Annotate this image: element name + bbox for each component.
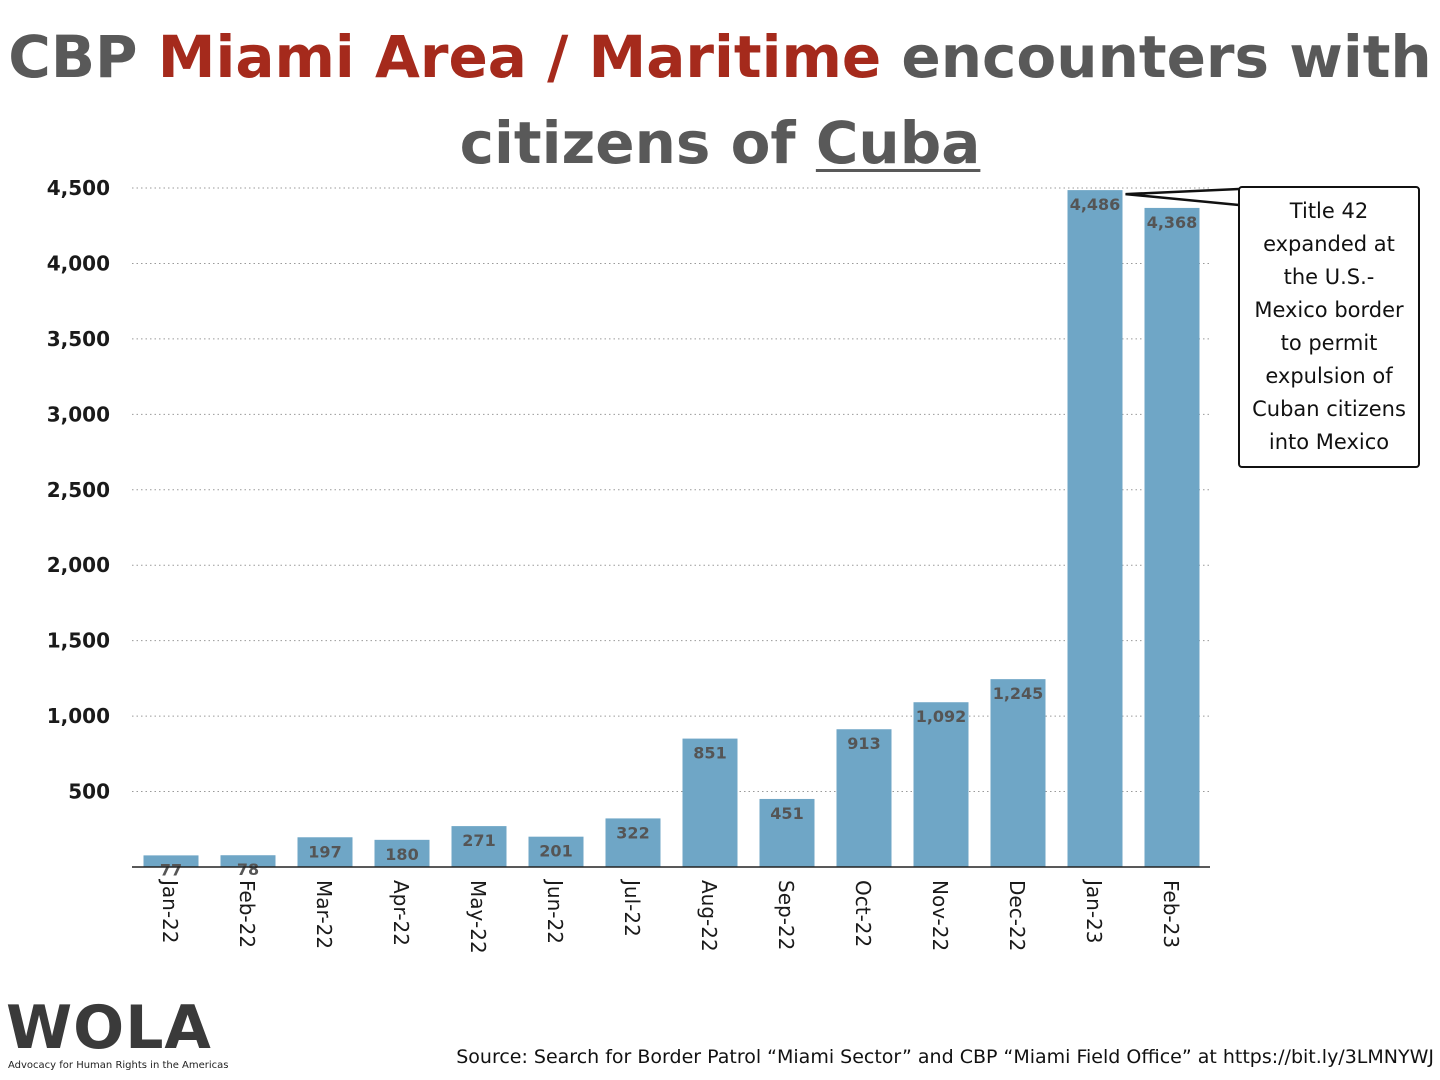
x-tick-label: Apr-22 — [389, 880, 413, 946]
source-note: Source: Search for Border Patrol “Miami … — [456, 1046, 1434, 1068]
x-tick-label: Oct-22 — [851, 880, 875, 947]
x-tick-label: Aug-22 — [697, 880, 721, 952]
y-tick-label: 2,500 — [47, 478, 110, 502]
bar — [374, 839, 430, 867]
logo-wordmark: WOLA — [6, 993, 212, 1063]
bar — [297, 837, 353, 867]
bar — [451, 826, 507, 867]
callout-line: Cuban citizens — [1252, 397, 1406, 421]
callout-line: expanded at — [1263, 232, 1395, 256]
data-label: 851 — [693, 744, 726, 763]
callout-line: expulsion of — [1265, 364, 1393, 388]
bar — [990, 679, 1046, 867]
y-tick-label: 500 — [68, 780, 110, 804]
bar — [682, 738, 738, 867]
y-tick-label: 3,000 — [47, 402, 110, 426]
data-label: 451 — [770, 804, 803, 823]
bars — [143, 190, 1200, 868]
x-axis-ticks: Jan-22 Feb-22 Mar-22 Apr-22 May-22 Jun-22 Jul-… — [158, 878, 1183, 954]
y-tick-label: 4,000 — [47, 251, 110, 275]
callout-pointer — [1125, 187, 1240, 207]
data-label: 77 — [160, 860, 182, 879]
bar — [759, 798, 815, 867]
callout-text: Title 42 expanded at the U.S.- Mexico borde… — [1252, 195, 1406, 459]
title-part2: encounters with — [881, 23, 1432, 91]
data-label: 271 — [462, 831, 495, 850]
data-label: 1,245 — [993, 684, 1044, 703]
y-tick-label: 1,000 — [47, 704, 110, 728]
y-tick-label: 4,500 — [47, 176, 110, 200]
x-tick-label: Feb-23 — [1159, 880, 1183, 948]
data-label: 197 — [308, 842, 341, 861]
y-tick-label: 3,500 — [47, 327, 110, 351]
x-tick-label: May-22 — [466, 880, 490, 954]
title-underlined: Cuba — [815, 109, 981, 177]
title-part1: CBP — [8, 23, 158, 91]
x-tick-label: Jul-22 — [620, 878, 644, 937]
x-tick-label: Jun-22 — [543, 878, 567, 944]
callout-line: the U.S.- — [1283, 265, 1375, 289]
x-tick-label: Jan-22 — [158, 878, 182, 944]
bar — [913, 702, 969, 867]
chart-title: CBP Miami Area / Maritime encounters wit… — [0, 14, 1440, 186]
data-label: 4,486 — [1070, 195, 1121, 214]
callout-line: to permit — [1280, 331, 1378, 355]
title-highlight: Miami Area / Maritime — [157, 23, 882, 91]
y-axis-ticks: 500 1,000 1,500 2,000 2,500 3,000 3,500 4,000 4,… — [47, 176, 110, 804]
gridlines — [132, 187, 1210, 793]
callout-line: Title 42 — [1289, 199, 1369, 223]
data-label: 913 — [847, 734, 880, 753]
bar — [220, 855, 276, 867]
x-tick-label: Nov-22 — [928, 880, 952, 951]
callout-line: Mexico border — [1254, 298, 1404, 322]
bar — [1144, 207, 1200, 867]
bar — [143, 855, 199, 867]
y-tick-label: 2,000 — [47, 553, 110, 577]
x-tick-label: Dec-22 — [1005, 880, 1029, 951]
data-label: 78 — [237, 860, 259, 879]
data-labels: 77 78 197 180 271 201 322 851 451 913 1,092 1,245 4,… — [160, 195, 1197, 879]
data-label: 201 — [539, 842, 572, 861]
logo-tagline: Advocacy for Human Rights in the America… — [8, 1060, 229, 1071]
bar — [1067, 190, 1123, 868]
x-tick-label: Jan-23 — [1082, 878, 1106, 944]
annotation-callout: Title 42 expanded at the U.S.- Mexico borde… — [1238, 186, 1420, 468]
data-label: 4,368 — [1147, 213, 1198, 232]
y-tick-label: 1,500 — [47, 629, 110, 653]
x-tick-label: Sep-22 — [774, 880, 798, 950]
x-tick-label: Mar-22 — [312, 880, 336, 949]
x-tick-label: Feb-22 — [235, 880, 259, 948]
data-label: 322 — [616, 823, 649, 842]
bar-chart: 500 1,000 1,500 2,000 2,500 3,000 3,500 4,000 4,… — [47, 176, 1240, 954]
callout-line: into Mexico — [1268, 430, 1390, 454]
bar — [528, 836, 584, 867]
data-label: 180 — [385, 845, 418, 864]
bar — [836, 729, 892, 867]
bar — [605, 818, 661, 867]
title-part3: citizens of — [459, 109, 816, 177]
wola-logo: WOLA Advocacy for Human Rights in the Am… — [6, 996, 246, 1080]
data-label: 1,092 — [916, 707, 967, 726]
